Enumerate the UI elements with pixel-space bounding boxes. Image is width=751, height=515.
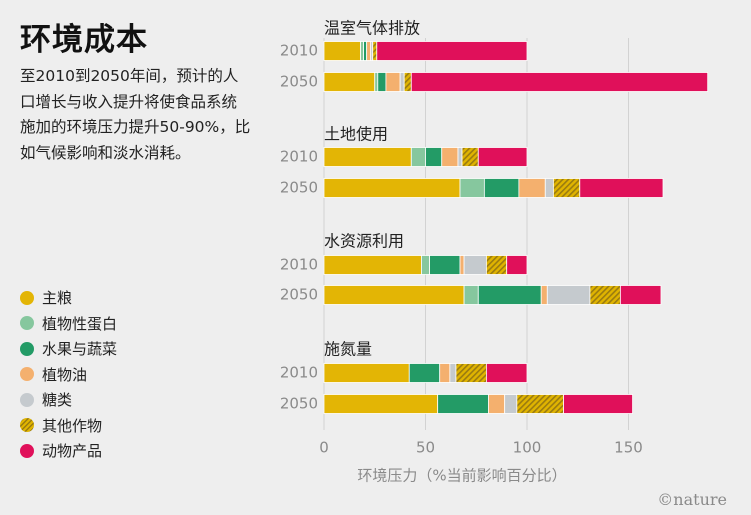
bar-segment	[385, 72, 401, 92]
legend-item: 糖类	[20, 387, 117, 413]
bar-segment	[488, 394, 506, 414]
legend-item: 水果与蔬菜	[20, 336, 117, 362]
bar-segment	[323, 72, 376, 92]
bar-segment	[455, 363, 487, 383]
legend-item: 植物油	[20, 362, 117, 388]
legend-label: 水果与蔬菜	[42, 340, 118, 359]
year-label: 2010	[280, 256, 318, 274]
bar-segment	[408, 363, 441, 383]
bar-segment	[477, 147, 528, 167]
bar-segment	[563, 394, 633, 414]
legend-label: 糖类	[42, 391, 73, 410]
year-label: 2050	[280, 179, 318, 197]
x-tick-label: 0	[319, 439, 329, 457]
legend-item: 动物产品	[20, 438, 117, 464]
year-label: 2010	[280, 148, 318, 166]
panel-title: 土地使用	[324, 125, 388, 144]
bar-segment	[449, 363, 457, 383]
bar-segment	[410, 72, 709, 92]
legend-swatch	[20, 290, 34, 305]
panel-title: 施氮量	[324, 340, 372, 359]
bar-segment	[323, 285, 465, 305]
bar-segment	[540, 285, 548, 305]
legend-swatch	[20, 418, 34, 433]
bar-segment	[516, 394, 564, 414]
legend-swatch	[20, 316, 34, 331]
legend: 主粮植物性蛋白水果与蔬菜植物油糖类其他作物动物产品	[20, 285, 117, 464]
bar-segment	[366, 41, 372, 61]
bar-segment	[399, 72, 405, 92]
bar-segment	[485, 363, 528, 383]
year-label: 2050	[280, 395, 318, 413]
x-tick-label: 150	[614, 439, 643, 457]
legend-label: 植物油	[42, 365, 88, 384]
legend-label: 动物产品	[42, 442, 103, 461]
bar-segment	[506, 255, 528, 275]
legend-label: 植物性蛋白	[42, 314, 118, 333]
bar-segment	[579, 178, 664, 198]
bar-segment	[363, 41, 368, 61]
bar-segment	[485, 255, 508, 275]
legend-item: 其他作物	[20, 413, 117, 439]
bar-segment	[374, 72, 379, 92]
bar-segment	[372, 41, 378, 61]
bar-segment	[552, 178, 581, 198]
bar-segment	[441, 147, 459, 167]
x-tick-label: 50	[416, 439, 435, 457]
year-label: 2010	[280, 42, 318, 60]
bar-segment	[403, 72, 412, 92]
year-label: 2050	[280, 286, 318, 304]
legend-swatch	[20, 341, 34, 356]
legend-label: 主粮	[42, 289, 73, 308]
chart-title: 环境成本	[20, 22, 148, 58]
year-label: 2050	[280, 73, 318, 91]
bar-segment	[463, 255, 487, 275]
legend-item: 植物性蛋白	[20, 311, 117, 337]
nature-logo: ©nature	[657, 490, 727, 509]
bar-segment	[619, 285, 662, 305]
bar-segment	[323, 394, 439, 414]
bar-segment	[589, 285, 621, 305]
bar-segment	[504, 394, 518, 414]
bar-segment	[459, 178, 485, 198]
bar-segment	[377, 72, 387, 92]
bar-segment	[425, 147, 443, 167]
legend-swatch	[20, 443, 34, 458]
bar-segment	[546, 285, 591, 305]
bar-segment	[376, 41, 528, 61]
bar-segment	[518, 178, 546, 198]
legend-label: 其他作物	[42, 416, 103, 435]
bar-segment	[477, 285, 542, 305]
bar-segment	[323, 178, 461, 198]
bar-segment	[323, 147, 412, 167]
year-label: 2010	[280, 364, 318, 382]
bar-segment	[323, 363, 410, 383]
bar-segment	[323, 255, 422, 275]
bar-segment	[421, 255, 430, 275]
legend-item: 主粮	[20, 285, 117, 311]
bar-segment	[323, 41, 361, 61]
bar-segment	[439, 363, 451, 383]
bar-segment	[429, 255, 461, 275]
bar-segment	[410, 147, 426, 167]
legend-swatch	[20, 392, 34, 407]
panel-title: 温室气体排放	[324, 19, 420, 38]
x-tick-label: 100	[513, 439, 542, 457]
chart-description: 至2010到2050年间，预计的人口增长与收入提升将使食品系统施加的环境压力提升…	[20, 67, 251, 162]
bar-segment	[437, 394, 489, 414]
bar-segment	[461, 147, 479, 167]
bar-segment	[459, 255, 465, 275]
panel-title: 水资源利用	[324, 232, 404, 251]
bar-segment	[457, 147, 463, 167]
bar-segment	[544, 178, 554, 198]
legend-swatch	[20, 367, 34, 382]
bar-segment	[463, 285, 479, 305]
bar-segment	[483, 178, 520, 198]
bar-segment	[360, 41, 364, 61]
x-axis-title: 环境压力（%当前影响百分比）	[357, 467, 566, 485]
